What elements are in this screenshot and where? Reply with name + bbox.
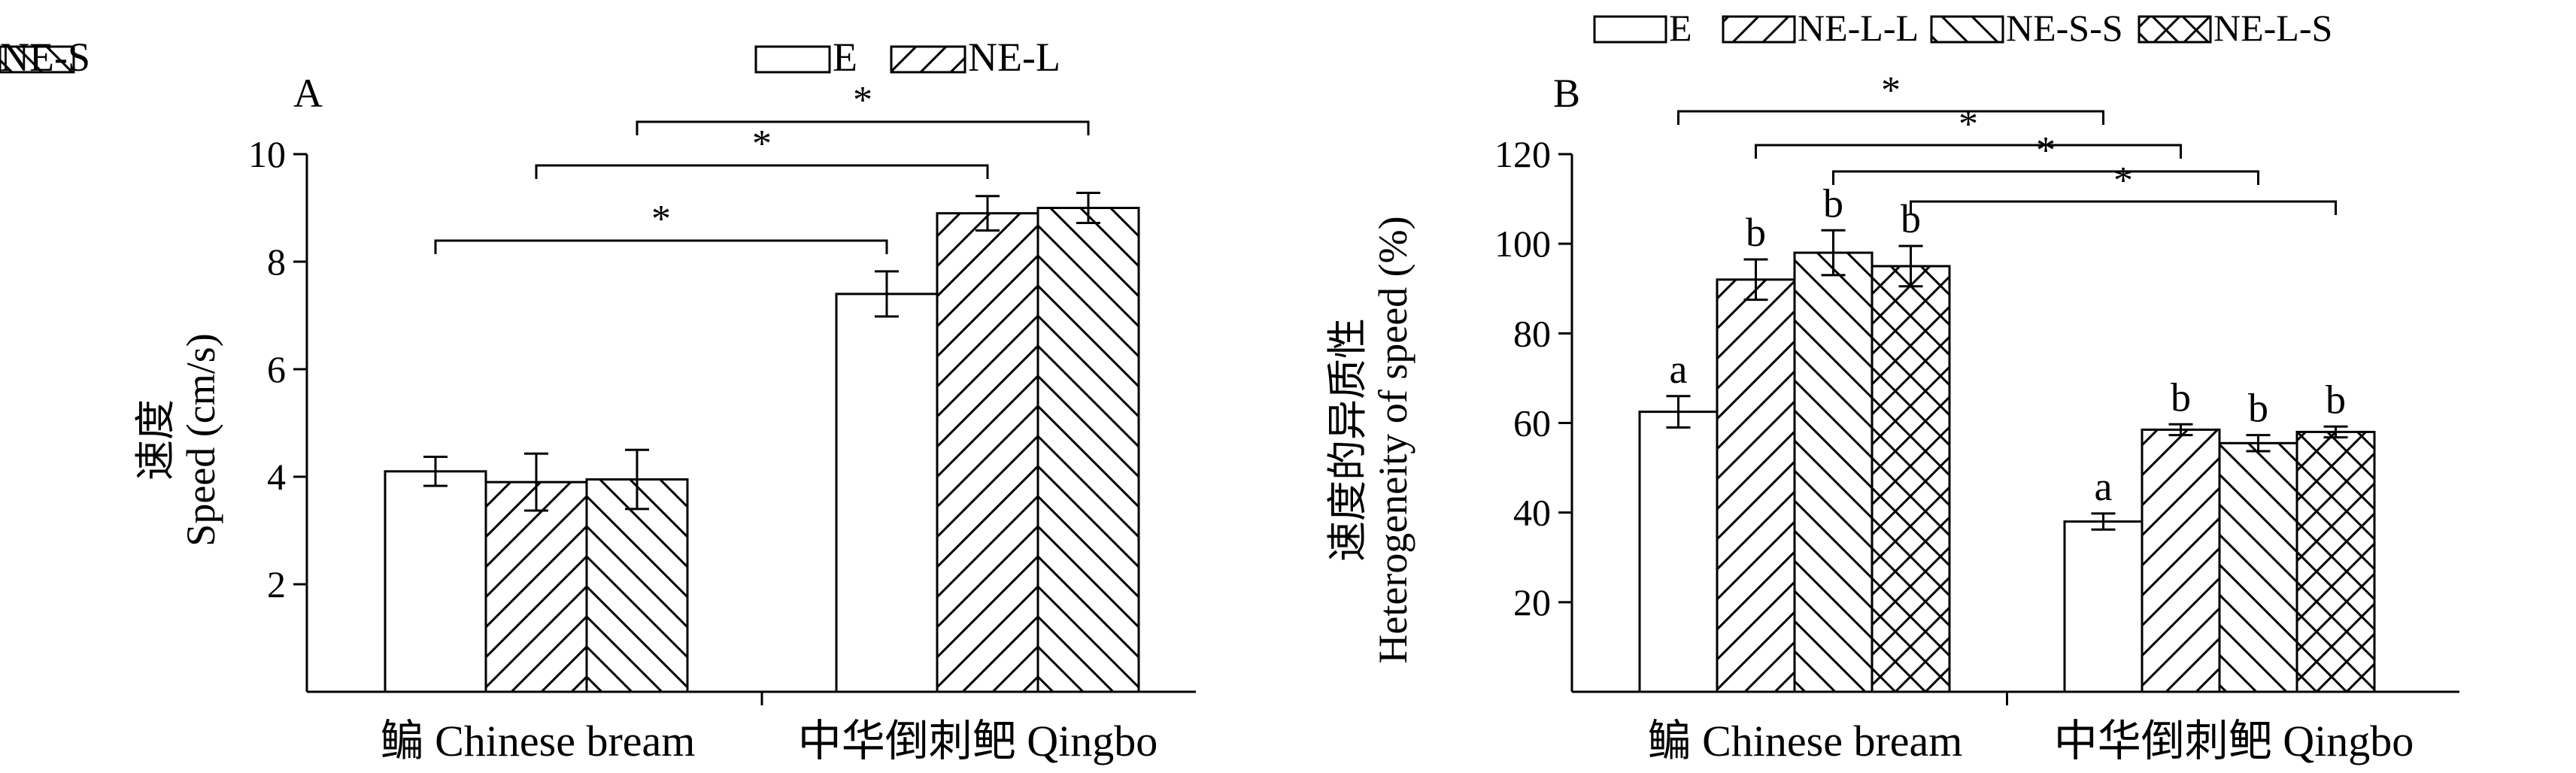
panel-a: A E NE-L NE-S 速度 Speed (cm/s) 2 4 6 8 10 * * * 鳊… xyxy=(0,35,1196,765)
panel-b-category-label: 中华倒刺鲃 Qingbo xyxy=(2054,717,2414,765)
significance-asterisk: * xyxy=(2113,159,2133,202)
bar xyxy=(1871,265,1951,693)
panel-b-legend: E NE-L-L NE-S-S NE-L-S xyxy=(1593,7,2332,49)
legend-label: E xyxy=(1669,7,1692,49)
y-tick-label: 80 xyxy=(1513,312,1551,354)
y-tick-label: 2 xyxy=(267,563,286,605)
bar xyxy=(484,480,588,693)
panel-a-category-label: 中华倒刺鲃 Qingbo xyxy=(798,717,1158,765)
panel-a-y-ticks: 2 4 6 8 10 xyxy=(248,133,307,605)
panel-b-y-axis-title-cn: 速度的异质性 xyxy=(1325,318,1370,562)
y-tick-label: 60 xyxy=(1513,402,1551,444)
legend-swatch xyxy=(890,45,966,74)
panel-b: B E NE-L-L NE-S-S NE-L-S 速度的异质性 Heterogenei… xyxy=(1325,7,2459,765)
panel-b-letters: abb bab b b xyxy=(1670,180,2346,509)
panel-b-bars xyxy=(1638,251,2376,693)
bar xyxy=(1036,207,1140,693)
panel-b-label: B xyxy=(1553,71,1580,116)
panel-b-y-ticks: 20 40 60 80 100 120 xyxy=(1494,133,1572,623)
bar xyxy=(1638,411,1719,693)
bar xyxy=(2295,430,2376,693)
bar xyxy=(585,478,689,693)
significance-letter: b xyxy=(1823,180,1843,226)
y-tick-label: 20 xyxy=(1513,581,1551,623)
legend-label: E xyxy=(833,35,857,80)
significance-bracket xyxy=(1832,170,2259,185)
legend-swatch xyxy=(0,45,75,74)
legend-label: NE-S-S xyxy=(2006,7,2123,49)
bar xyxy=(1793,251,1874,693)
significance-bracket xyxy=(636,120,1090,135)
bar xyxy=(936,212,1039,693)
legend-swatch xyxy=(2138,15,2212,44)
significance-asterisk: * xyxy=(1881,69,1901,112)
bar xyxy=(2218,441,2298,693)
legend-label: NE-L-S xyxy=(2213,7,2332,49)
panel-a-error-bars xyxy=(423,191,1100,512)
significance-bracket xyxy=(535,164,989,179)
significance-bracket xyxy=(1677,110,2104,125)
significance-bracket xyxy=(1910,200,2337,215)
legend-swatch xyxy=(1722,15,1796,44)
significance-letter: b xyxy=(1746,210,1766,255)
panel-b-x-axis-labels: 鳊 Chinese bream 中华倒刺鲃 Qingbo xyxy=(1648,717,2414,765)
significance-asterisk: * xyxy=(651,198,671,241)
panel-b-y-axis-title: 速度的异质性 Heterogeneity of speed (%) xyxy=(1325,216,1415,663)
panel-b-significance: * * * * xyxy=(1677,69,2337,215)
legend-label: NE-S xyxy=(0,35,90,80)
significance-letter: b xyxy=(2171,374,2191,420)
significance-bracket xyxy=(1755,144,2182,159)
panel-b-error-bars xyxy=(1666,229,2348,531)
bar xyxy=(2141,428,2221,693)
bar xyxy=(384,470,487,693)
panel-a-legend: E NE-L NE-S xyxy=(0,35,1060,80)
significance-letter: a xyxy=(1670,347,1688,392)
panel-a-bars xyxy=(384,207,1140,693)
panel-a-y-axis-title-en: Speed (cm/s) xyxy=(178,333,223,546)
panel-b-category-label: 鳊 Chinese bream xyxy=(1648,717,1963,765)
panel-a-y-axis-title: 速度 Speed (cm/s) xyxy=(133,333,223,546)
significance-asterisk: * xyxy=(853,79,872,122)
y-tick-label: 100 xyxy=(1494,223,1551,265)
significance-asterisk: * xyxy=(1959,103,1978,146)
panel-a-y-axis-title-cn: 速度 xyxy=(133,399,178,480)
bar xyxy=(1716,278,1796,693)
significance-letter: b xyxy=(2248,386,2268,431)
y-tick-label: 10 xyxy=(248,133,286,175)
y-tick-label: 120 xyxy=(1494,133,1551,175)
y-tick-label: 40 xyxy=(1513,492,1551,534)
panel-a-category-label: 鳊 Chinese bream xyxy=(381,717,696,765)
y-tick-label: 8 xyxy=(267,241,286,283)
significance-asterisk: * xyxy=(752,123,772,165)
significance-letter: a xyxy=(2095,464,2113,509)
bar xyxy=(2063,520,2144,693)
legend-label: NE-L-L xyxy=(1798,7,1919,49)
y-tick-label: 4 xyxy=(267,456,286,498)
panel-b-y-axis-title-en: Heterogeneity of speed (%) xyxy=(1370,216,1415,663)
legend-swatch xyxy=(1930,15,2004,44)
significance-asterisk: * xyxy=(2036,129,2056,172)
panel-a-significance: * * * xyxy=(434,79,1090,254)
significance-letter: b xyxy=(2326,377,2346,422)
y-tick-label: 6 xyxy=(267,348,286,390)
panel-a-label: A xyxy=(293,71,323,116)
legend-label: NE-L xyxy=(968,35,1060,80)
panel-a-x-axis-labels: 鳊 Chinese bream 中华倒刺鲃 Qingbo xyxy=(381,717,1158,765)
bar xyxy=(835,293,939,693)
legend-swatch xyxy=(754,45,831,74)
legend-swatch xyxy=(1593,15,1667,44)
significance-bracket xyxy=(434,239,888,254)
